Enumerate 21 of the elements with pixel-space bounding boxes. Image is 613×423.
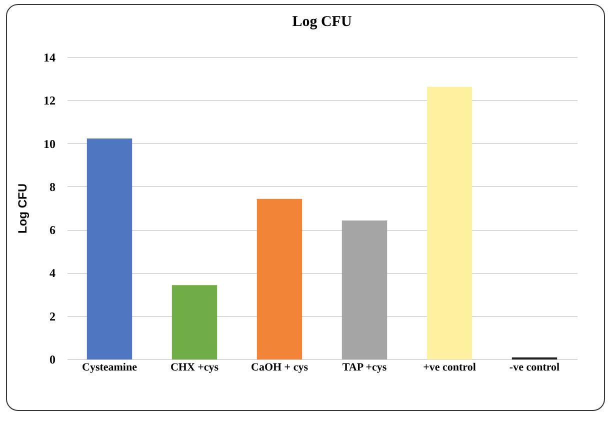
y-tick-label: 2: [50, 309, 56, 324]
bar: [426, 86, 472, 360]
y-axis-title: Log CFU: [16, 184, 30, 234]
y-tick-label: 12: [44, 94, 56, 108]
bar: [342, 220, 388, 360]
y-tick-label: 4: [50, 266, 56, 280]
x-tick-label: TAP +cys: [342, 362, 388, 374]
bar: [172, 285, 218, 360]
x-tick-label: +ve control: [423, 362, 476, 374]
x-tick-label: -ve control: [509, 362, 560, 374]
y-tick-label: 8: [50, 180, 56, 194]
x-tick-label: CaOH + cys: [251, 362, 309, 374]
y-tick-label: 0: [50, 352, 56, 366]
x-tick-label: Cysteamine: [82, 362, 138, 374]
x-tick-label: CHX +cys: [170, 362, 220, 374]
bar: [256, 198, 302, 360]
bar: [86, 138, 132, 360]
y-tick-label: 14: [44, 50, 56, 64]
chart-title: Log CFU: [292, 14, 352, 30]
y-tick-label: 10: [44, 136, 56, 151]
y-tick-label: 6: [50, 223, 56, 238]
